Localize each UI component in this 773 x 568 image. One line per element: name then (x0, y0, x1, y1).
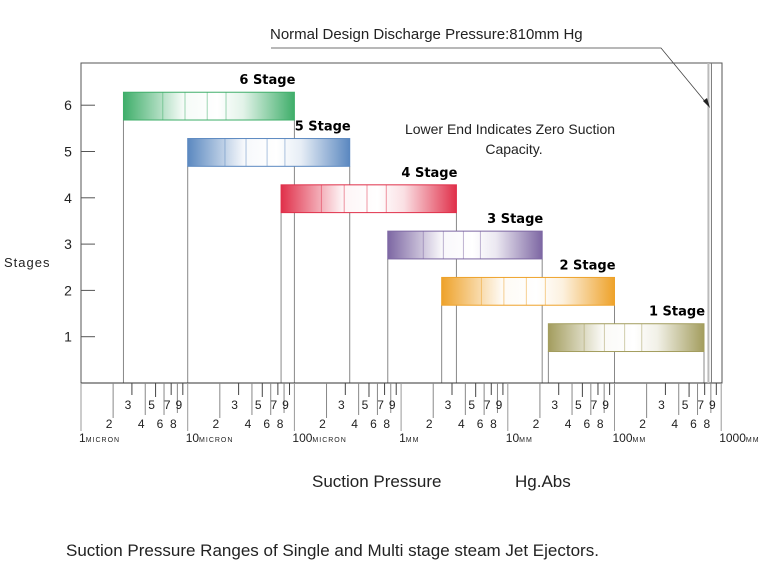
x-axis-label: Suction Pressure (312, 472, 441, 491)
x-minor-label: 9 (709, 398, 716, 412)
x-minor-label: 4 (138, 417, 145, 431)
discharge-leader-line (271, 47, 709, 106)
y-tick-label: 5 (64, 144, 72, 160)
x-minor-label: 3 (231, 398, 238, 412)
x-decade-number: 100 (292, 431, 312, 445)
x-decade-number: 1 (399, 431, 406, 445)
y-tick-label: 6 (64, 97, 72, 113)
x-minor-label: 3 (338, 398, 345, 412)
x-decade-unit: MM (406, 437, 420, 444)
x-decade-label: 100MICRON (292, 431, 346, 445)
x-minor-label: 8 (277, 417, 284, 431)
x-decade-unit: MICRON (86, 437, 120, 444)
x-minor-label: 8 (170, 417, 177, 431)
arrow-head-icon (703, 98, 710, 108)
x-minor-label: 4 (458, 417, 465, 431)
x-minor-label: 7 (271, 398, 278, 412)
lower-end-note: Lower End Indicates Zero Suction (405, 121, 615, 137)
x-minor-label: 9 (496, 398, 503, 412)
stage-range-bar-fill (548, 323, 705, 352)
x-decade-label: 10MM (506, 431, 533, 445)
x-minor-label: 9 (602, 398, 609, 412)
y-tick-label: 1 (64, 329, 72, 345)
x-decade-number: 100 (613, 431, 633, 445)
x-minor-label: 3 (125, 398, 132, 412)
x-minor-label: 5 (575, 398, 582, 412)
x-decade-unit: MM (519, 437, 533, 444)
x-minor-label: 5 (362, 398, 369, 412)
x-decade-number: 10 (506, 431, 520, 445)
x-axis-unit: Hg.Abs (515, 472, 571, 491)
stage-label: 3 Stage (487, 212, 543, 227)
discharge-pressure-label: Normal Design Discharge Pressure:810mm H… (270, 26, 583, 43)
x-decade-label: 1MICRON (79, 431, 120, 445)
x-minor-label: 5 (255, 398, 262, 412)
y-tick-label: 4 (64, 190, 72, 206)
x-minor-label: 2 (319, 417, 326, 431)
x-decade-number: 10 (186, 431, 200, 445)
stage-label: 1 Stage (649, 305, 705, 320)
x-minor-label: 6 (157, 417, 164, 431)
x-minor-label: 8 (383, 417, 390, 431)
x-minor-label: 5 (682, 398, 689, 412)
x-minor-label: 7 (377, 398, 384, 412)
stage-range-bar-fill (187, 138, 350, 167)
x-minor-label: 9 (175, 398, 182, 412)
x-minor-label: 3 (551, 398, 558, 412)
x-minor-label: 2 (212, 417, 219, 431)
x-decade-label: 1000MM (719, 431, 759, 445)
x-decade-label: 100MM (613, 431, 647, 445)
x-decade-unit: MM (746, 437, 760, 444)
x-decade-number: 1000 (719, 431, 746, 445)
x-decade-label: 1MM (399, 431, 419, 445)
x-minor-label: 4 (245, 417, 252, 431)
chart-caption: Suction Pressure Ranges of Single and Mu… (66, 541, 599, 560)
x-minor-label: 6 (690, 417, 697, 431)
x-minor-label: 7 (484, 398, 491, 412)
x-minor-label: 6 (477, 417, 484, 431)
x-minor-label: 8 (490, 417, 497, 431)
stage-label: 2 Stage (559, 258, 615, 273)
stage-range-bar-fill (387, 231, 543, 259)
x-minor-label: 8 (704, 417, 711, 431)
y-axis-label: Stages (4, 255, 50, 270)
y-tick-label: 2 (64, 282, 72, 298)
x-decade-unit: MICRON (199, 437, 233, 444)
x-minor-label: 2 (639, 417, 646, 431)
x-decade-unit: MICRON (312, 437, 346, 444)
x-minor-label: 8 (597, 417, 604, 431)
x-decade-number: 1 (79, 431, 86, 445)
lower-end-note: Capacity. (485, 141, 542, 157)
x-minor-label: 9 (389, 398, 396, 412)
x-minor-label: 7 (697, 398, 704, 412)
x-decade-label: 10MICRON (186, 431, 234, 445)
x-minor-label: 6 (370, 417, 377, 431)
x-minor-label: 4 (671, 417, 678, 431)
y-tick-label: 3 (64, 236, 72, 252)
x-minor-label: 3 (658, 398, 665, 412)
stage-label: 6 Stage (239, 73, 295, 88)
stage-range-bar-fill (441, 277, 615, 306)
x-minor-label: 7 (591, 398, 598, 412)
x-minor-label: 6 (263, 417, 270, 431)
x-minor-label: 4 (565, 417, 572, 431)
x-minor-label: 3 (445, 398, 452, 412)
x-minor-label: 5 (148, 398, 155, 412)
stage-label: 4 Stage (401, 166, 457, 181)
stage-label: 5 Stage (295, 120, 351, 135)
stage-range-bar-fill (123, 92, 295, 121)
x-minor-label: 7 (164, 398, 171, 412)
x-minor-label: 2 (106, 417, 113, 431)
x-minor-label: 4 (351, 417, 358, 431)
x-minor-label: 5 (468, 398, 475, 412)
x-decade-unit: MM (633, 437, 647, 444)
stage-range-bar-fill (281, 184, 457, 213)
x-minor-label: 2 (426, 417, 433, 431)
x-minor-label: 2 (533, 417, 540, 431)
x-minor-label: 9 (282, 398, 289, 412)
x-minor-label: 6 (583, 417, 590, 431)
